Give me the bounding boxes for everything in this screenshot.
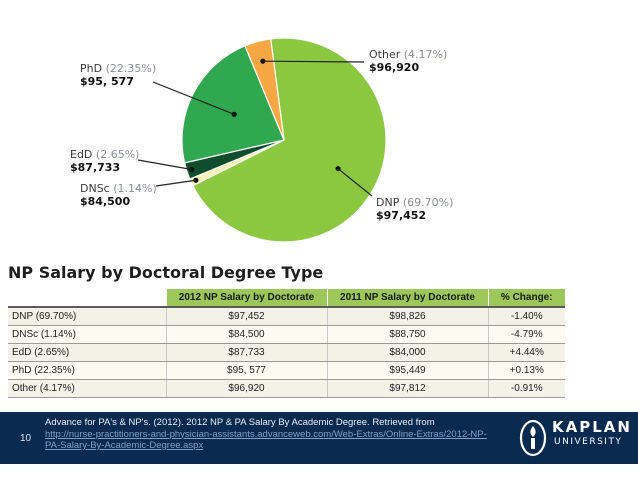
cell-2011: $98,826 [326,307,488,326]
pie-slice-phd [181,44,285,164]
cell-2012: $95, 577 [165,361,327,380]
pie-label-name: DNP [376,196,403,209]
leader-line-dnp [337,168,373,197]
cell-2011: $95,449 [326,361,488,380]
kaplan-logo: KAPLAN UNIVERSITY [518,416,634,460]
table-title: NP Salary by Doctoral Degree Type [8,263,324,282]
pie-label-edd: EdD (2.65%) [70,148,139,161]
citation-link[interactable]: http://nurse-practitioners-and-physician… [45,428,487,452]
table-row: DNSc (1.14%) $84,500 $88,750 -4.79% [8,325,565,344]
table-row: Other (4.17%) $96,920 $97,812 -0.91% [8,379,565,398]
table-header-row: 2012 NP Salary by Doctorate 2011 NP Sala… [8,289,565,308]
pie-label-percent: (1.14%) [113,182,157,195]
logo-wordmark-top: KAPLAN [552,418,632,436]
cell-category: DNP (69.70%) [8,307,166,326]
header-2011: 2011 NP Salary by Doctorate [326,289,488,308]
pie-label-phd: PhD (22.35%) [80,62,156,75]
cell-category: PhD (22.35%) [8,361,166,380]
header-blank [8,289,166,308]
table-row: EdD (2.65%) $87,733 $84,000 +4.44% [8,343,565,362]
cell-category: Other (4.17%) [8,379,166,398]
cell-category: EdD (2.65%) [8,343,166,362]
footer-bar: 10 Advance for PA's & NP's. (2012). 2012… [0,412,638,464]
leader-line-phd [152,81,235,115]
pie-value-phd: $95, 577 [80,75,134,88]
pie-value-dnsc: $84,500 [80,195,130,208]
pie-value-edd: $87,733 [70,161,120,174]
leader-line-dnsc [155,179,196,187]
leader-line-other [262,60,365,63]
pie-label-percent: (2.65%) [96,148,140,161]
cell-2012: $96,920 [165,379,327,398]
page-number: 10 [20,433,32,444]
cell-change: -4.79% [487,325,565,344]
cell-2011: $84,000 [326,343,488,362]
pie-label-percent: (22.35%) [106,62,157,75]
kaplan-torch-icon [519,419,547,457]
pie-label-percent: (4.17%) [404,48,448,61]
cell-category: DNSc (1.14%) [8,325,166,344]
pie-label-name: PhD [80,62,106,75]
logo-wordmark-bottom: UNIVERSITY [554,437,623,447]
pie-label-dnsc: DNSc (1.14%) [80,182,157,195]
header-2012: 2012 NP Salary by Doctorate [165,289,327,308]
pie-label-name: EdD [70,148,96,161]
cell-2011: $88,750 [326,325,488,344]
salary-table: 2012 NP Salary by Doctorate 2011 NP Sala… [8,289,565,398]
leader-line-edd [137,159,192,171]
pie-value-dnp: $97,452 [376,209,426,222]
pie-label-percent: (69.70%) [403,196,454,209]
pie-slice-dnp [191,37,387,243]
cell-2012: $97,452 [165,307,327,326]
header-change: % Change: [487,289,565,308]
cell-change: +0.13% [487,361,565,380]
salary-pie-chart: DNP (69.70%)$97,452 DNSc (1.14%)$84,500 Ed… [70,37,453,243]
cell-2012: $84,500 [165,325,327,344]
pie-label-name: DNSc [80,182,113,195]
cell-2011: $97,812 [326,379,488,398]
table-row: PhD (22.35%) $95, 577 $95,449 +0.13% [8,361,565,380]
table-row: DNP (69.70%) $97,452 $98,826 -1.40% [8,307,565,326]
pie-slice-other [244,38,285,141]
pie-value-other: $96,920 [369,61,419,74]
cell-change: -0.91% [487,379,565,398]
pie-label-dnp: DNP (69.70%) [376,196,453,209]
pie-label-other: Other (4.17%) [369,48,447,61]
cell-change: +4.44% [487,343,565,362]
citation: Advance for PA's & NP's. (2012). 2012 NP… [45,417,490,452]
cell-change: -1.40% [487,307,565,326]
citation-text: Advance for PA's & NP's. (2012). 2012 NP… [45,417,435,428]
pie-label-name: Other [369,48,404,61]
cell-2012: $87,733 [165,343,327,362]
